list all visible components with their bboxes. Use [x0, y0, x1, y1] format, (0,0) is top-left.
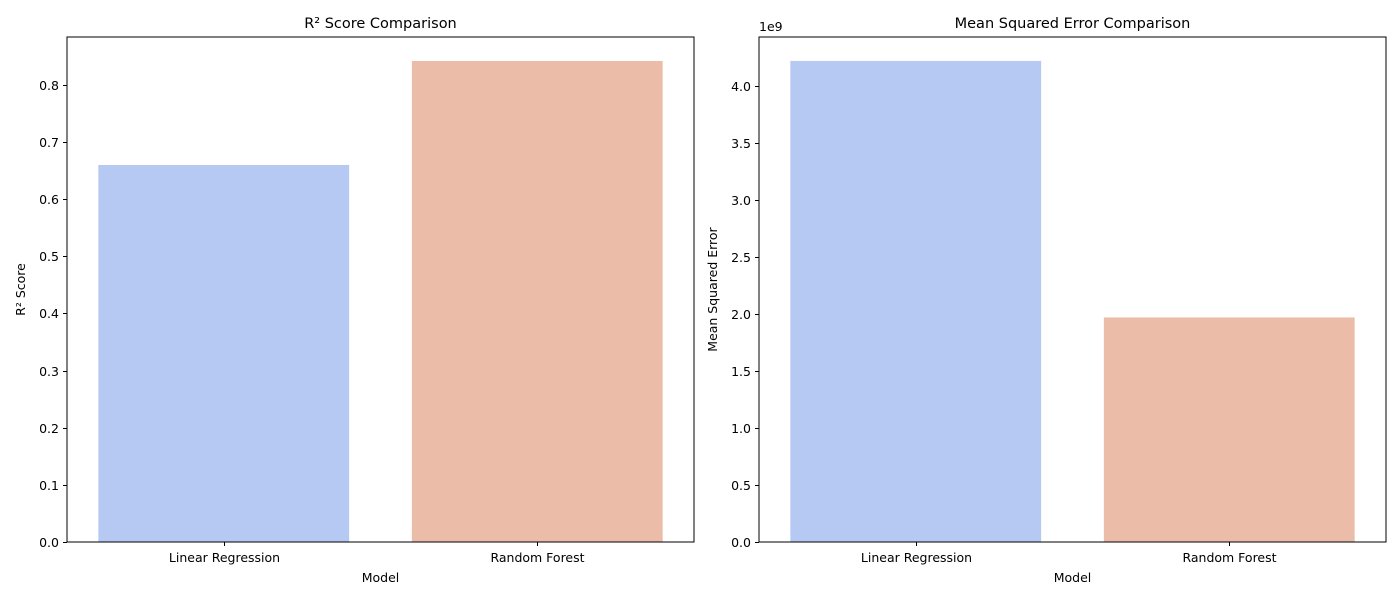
bar-linear-regression — [98, 164, 350, 542]
y-tick-label: 0.6 — [39, 192, 59, 207]
plot-frame — [758, 36, 1387, 543]
y-tick-label: 0.2 — [39, 421, 59, 436]
y-tick-label: 3.5 — [731, 136, 751, 151]
y-offset-label: 1e9 — [759, 19, 783, 34]
y-tick-label: 2.5 — [731, 250, 751, 265]
y-tick-label: 0.7 — [39, 135, 59, 150]
x-axis-label: Model — [1054, 570, 1092, 585]
chart-2: 0.0 0.5 1.0 1.5 2.0 2.5 3.0 3.5 4.0 Linear Regres… — [705, 16, 1387, 585]
y-tick-label: 3.0 — [731, 193, 751, 208]
y-tick-label: 0.1 — [39, 478, 59, 493]
y-tick-label: 0.5 — [39, 249, 59, 264]
y-axis-label: R² Score — [13, 263, 28, 316]
bar-random-forest — [411, 60, 663, 542]
y-tick-label: 2.0 — [731, 307, 751, 322]
chart-1: 0.0 0.1 0.2 0.3 0.4 0.5 0.6 0.7 0.8 Linear Regres… — [13, 16, 695, 585]
y-tick-label: 0.3 — [39, 364, 59, 379]
x-axis-label: Model — [362, 570, 400, 585]
bar-linear-regression — [790, 60, 1042, 542]
y-tick-label: 0.0 — [39, 535, 59, 550]
y-axis-label: Mean Squared Error — [705, 226, 720, 351]
x-tick-label: Random Forest — [1182, 550, 1276, 565]
y-tick-label: 1.0 — [731, 421, 751, 436]
chart-title: R² Score Comparison — [304, 16, 457, 32]
bar-random-forest — [1103, 317, 1355, 542]
chart-title: Mean Squared Error Comparison — [955, 16, 1191, 32]
y-tick-label: 0.0 — [731, 535, 751, 550]
y-tick-label: 0.8 — [39, 78, 59, 93]
y-tick-label: 1.5 — [731, 364, 751, 379]
y-tick-label: 0.5 — [731, 478, 751, 493]
x-tick-label: Linear Regression — [169, 550, 280, 565]
y-tick-label: 4.0 — [731, 79, 751, 94]
x-tick-label: Linear Regression — [861, 550, 972, 565]
x-tick-label: Random Forest — [490, 550, 584, 565]
plot-frame — [66, 36, 695, 543]
y-tick-label: 0.4 — [39, 306, 59, 321]
